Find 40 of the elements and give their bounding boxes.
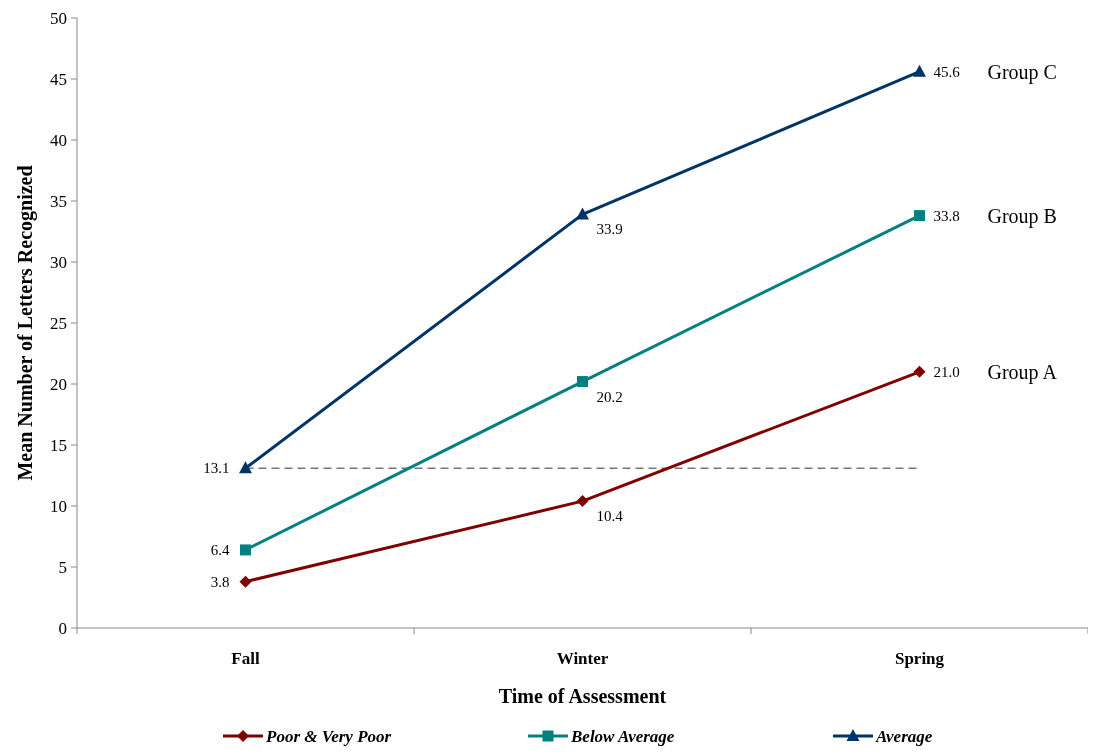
annotation: Group C (987, 60, 1057, 84)
data-label: 13.1 (203, 460, 230, 477)
point (239, 575, 252, 588)
y-tick-label: 15 (50, 435, 67, 455)
x-tick-label: Fall (231, 649, 260, 668)
legend-label: Poor & Very Poor (265, 726, 392, 746)
data-label: 3.8 (210, 573, 230, 590)
x-tick-label: Winter (556, 649, 609, 668)
point (913, 365, 926, 378)
annotation: Group B (987, 204, 1057, 228)
annotation: Group A (987, 360, 1058, 384)
y-tick-label: 5 (58, 557, 67, 577)
y-tick-label: 30 (50, 252, 67, 272)
data-label: 33.9 (596, 221, 623, 238)
y-tick-label: 10 (50, 496, 67, 516)
y-tick-label: 0 (58, 618, 67, 638)
point (913, 64, 926, 77)
x-axis-title: Time of Assessment (498, 685, 667, 707)
legend-label: Average (875, 726, 933, 746)
data-label: 10.4 (596, 508, 624, 525)
point (576, 207, 589, 220)
y-tick-label: 40 (50, 130, 67, 150)
data-label: 20.2 (596, 388, 623, 405)
y-tick-label: 20 (50, 374, 67, 394)
data-label: 33.8 (933, 207, 960, 224)
data-label: 21.0 (933, 363, 960, 380)
y-tick-label: 50 (50, 8, 67, 28)
legend-label: Below Average (570, 726, 675, 746)
y-tick-label: 25 (50, 313, 67, 333)
data-label: 6.4 (210, 541, 230, 558)
x-tick-label: Spring (894, 649, 945, 668)
y-axis-title: Mean Number of Letters Recognized (14, 165, 37, 481)
point (577, 376, 588, 388)
y-tick-label: 45 (50, 69, 67, 89)
y-tick-label: 35 (50, 191, 67, 211)
point (576, 495, 589, 508)
point (239, 461, 252, 474)
point (914, 210, 925, 222)
point (240, 544, 251, 556)
data-label: 45.6 (933, 63, 961, 80)
